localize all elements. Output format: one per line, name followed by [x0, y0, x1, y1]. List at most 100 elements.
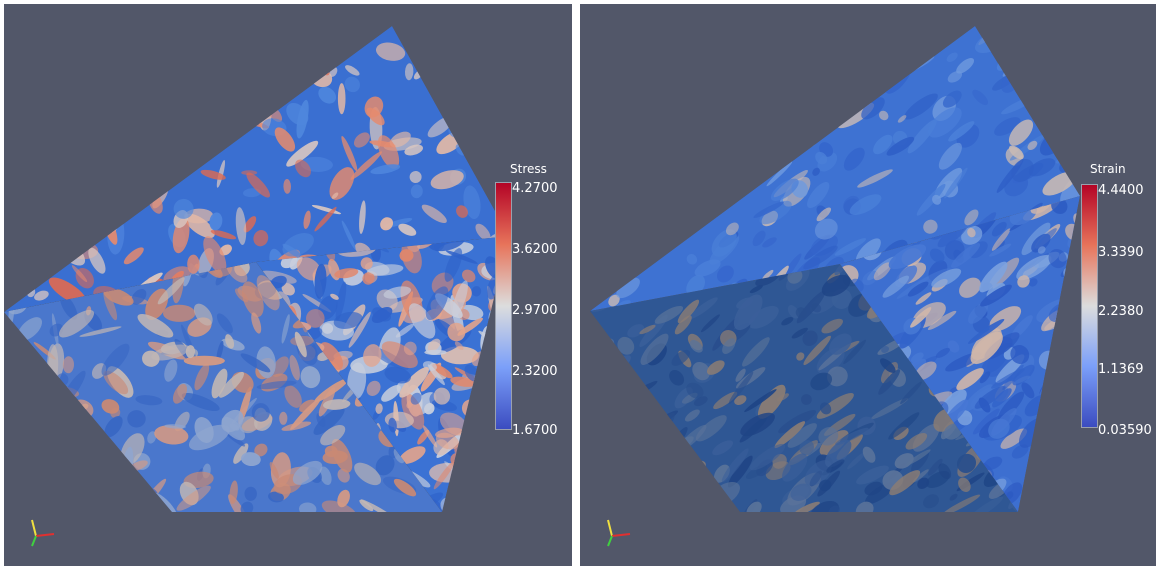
field-patch	[68, 62, 87, 84]
field-patch	[656, 42, 675, 62]
field-patch	[711, 48, 734, 65]
field-patch	[469, 86, 485, 107]
field-patch	[409, 171, 422, 183]
field-patch	[749, 285, 763, 294]
field-patch	[314, 378, 349, 403]
field-patch	[452, 280, 468, 318]
field-patch	[299, 399, 316, 413]
field-patch	[1027, 140, 1038, 151]
field-patch	[929, 248, 945, 263]
cube-face-base	[590, 264, 1018, 512]
field-patch	[884, 31, 897, 49]
field-patch	[118, 166, 142, 187]
field-patch	[173, 198, 194, 219]
field-patch	[1023, 72, 1032, 81]
field-patch	[593, 124, 613, 139]
field-patch	[886, 136, 915, 156]
field-patch	[111, 458, 121, 468]
stress-cube-render[interactable]	[4, 4, 572, 566]
field-patch	[639, 425, 654, 444]
field-patch	[344, 76, 360, 93]
field-patch	[964, 209, 979, 226]
field-patch	[712, 440, 734, 456]
field-patch	[427, 338, 441, 352]
field-patch	[70, 158, 95, 192]
field-patch	[717, 28, 730, 43]
field-patch	[163, 304, 196, 322]
field-patch	[814, 218, 838, 240]
stress-tick-label: 1.6700	[512, 423, 558, 438]
field-patch	[86, 66, 103, 90]
field-patch	[433, 460, 455, 490]
field-patch	[857, 169, 893, 188]
field-patch	[151, 344, 190, 361]
field-patch	[807, 182, 830, 208]
field-patch	[923, 494, 939, 509]
field-patch	[1055, 453, 1073, 465]
field-patch	[268, 491, 284, 503]
field-patch	[821, 318, 843, 334]
field-patch	[692, 361, 710, 381]
strain-colorbar	[1081, 184, 1098, 428]
field-patch	[381, 341, 418, 369]
field-patch	[688, 495, 700, 507]
field-patch	[337, 83, 346, 115]
field-patch	[281, 314, 290, 344]
field-patch	[360, 257, 373, 270]
field-patch	[1058, 138, 1076, 156]
field-patch	[1012, 364, 1035, 386]
field-patch	[457, 98, 476, 114]
field-patch	[1005, 491, 1014, 500]
field-patch	[1008, 145, 1024, 160]
field-patch	[404, 63, 414, 81]
field-patch	[979, 261, 1008, 293]
field-patch	[843, 147, 865, 171]
field-patch	[947, 340, 960, 353]
field-patch	[701, 80, 720, 97]
field-patch	[58, 159, 73, 172]
field-patch	[48, 29, 86, 45]
field-patch	[910, 352, 924, 363]
field-patch	[37, 159, 45, 203]
field-patch	[608, 26, 626, 37]
field-patch	[915, 361, 937, 381]
strain-cube-render[interactable]	[580, 4, 1156, 566]
field-patch	[123, 247, 144, 265]
field-patch	[333, 311, 363, 329]
field-patch	[818, 427, 839, 446]
field-patch	[262, 26, 282, 41]
stress-render-viewport[interactable]: Stress 4.2700 3.6200 2.9700 2.3200 1.670…	[4, 4, 572, 566]
field-patch	[42, 102, 71, 117]
field-patch	[688, 297, 718, 320]
field-patch	[669, 369, 685, 386]
field-patch	[145, 108, 178, 135]
field-patch	[947, 70, 963, 83]
field-patch	[6, 247, 38, 266]
field-patch	[211, 368, 228, 399]
field-patch	[240, 353, 271, 373]
field-patch	[829, 333, 852, 355]
field-patch	[445, 58, 470, 83]
field-patch	[330, 293, 339, 300]
field-patch	[609, 107, 635, 139]
field-patch	[633, 181, 658, 197]
field-patch	[804, 460, 832, 486]
field-patch	[131, 40, 150, 55]
field-patch	[810, 372, 833, 391]
field-patch	[241, 170, 258, 176]
field-patch	[8, 270, 26, 284]
field-patch	[193, 73, 203, 89]
field-patch	[881, 346, 890, 353]
field-patch	[113, 158, 139, 178]
field-patch	[593, 277, 611, 296]
axis-y-line	[607, 519, 613, 537]
field-patch	[5, 398, 20, 413]
field-patch	[334, 268, 359, 279]
field-patch	[711, 229, 737, 257]
strain-render-viewport[interactable]: Strain 4.4400 3.3390 2.2380 1.1369 0.035…	[580, 4, 1156, 566]
field-patch	[967, 227, 976, 238]
field-patch	[670, 94, 687, 113]
field-patch	[799, 440, 814, 456]
field-patch	[91, 464, 115, 480]
field-patch	[641, 111, 659, 131]
